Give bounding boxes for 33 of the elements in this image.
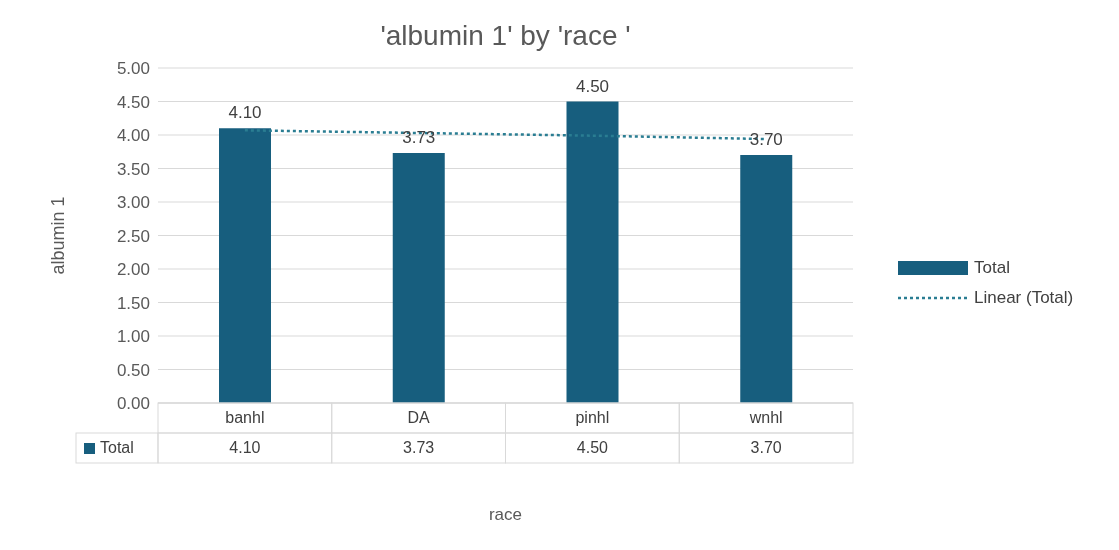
legend-label: Linear (Total) xyxy=(974,288,1074,308)
text: 3.70 xyxy=(749,130,783,150)
x-tick-label: banhl xyxy=(225,409,265,426)
y-tick-label: 2.50 xyxy=(116,226,150,246)
x-tick-label: wnhl xyxy=(748,409,783,426)
data-label: 4.10 xyxy=(229,439,261,456)
chart-title: 'albumin 1' by 'race ' xyxy=(379,20,632,52)
y-tick-label: 4.50 xyxy=(116,92,150,112)
text: 4.50 xyxy=(575,76,610,96)
y-tick-label: 4.00 xyxy=(116,126,150,146)
bar xyxy=(566,101,619,403)
y-tick-label: 2.00 xyxy=(116,260,150,280)
y-tick-label: 1.50 xyxy=(116,293,150,313)
data-label: 3.73 xyxy=(403,439,435,456)
y-tick-label: 0.00 xyxy=(116,394,150,414)
y-axis-title: albumin 1 xyxy=(48,196,69,275)
data-label: 3.70 xyxy=(750,439,782,456)
legend-label: Total xyxy=(100,439,134,456)
y-tick-label: 3.50 xyxy=(116,159,150,179)
x-tick-label: DA xyxy=(407,409,431,426)
y-tick-label: 5.00 xyxy=(116,59,150,79)
y-tick-label: 3.00 xyxy=(116,193,150,213)
y-tick-label: 1.00 xyxy=(116,327,150,347)
bar xyxy=(740,155,793,403)
y-tick-label: 0.50 xyxy=(116,360,150,380)
bar xyxy=(219,128,271,403)
bar xyxy=(392,153,445,403)
text: 3.73 xyxy=(402,128,436,148)
data-label: 4.50 xyxy=(576,439,609,456)
text: Total xyxy=(974,258,1010,277)
x-axis-title: race xyxy=(488,505,523,524)
x-tick-label: pinhl xyxy=(575,409,610,426)
text: 4.10 xyxy=(228,103,262,123)
